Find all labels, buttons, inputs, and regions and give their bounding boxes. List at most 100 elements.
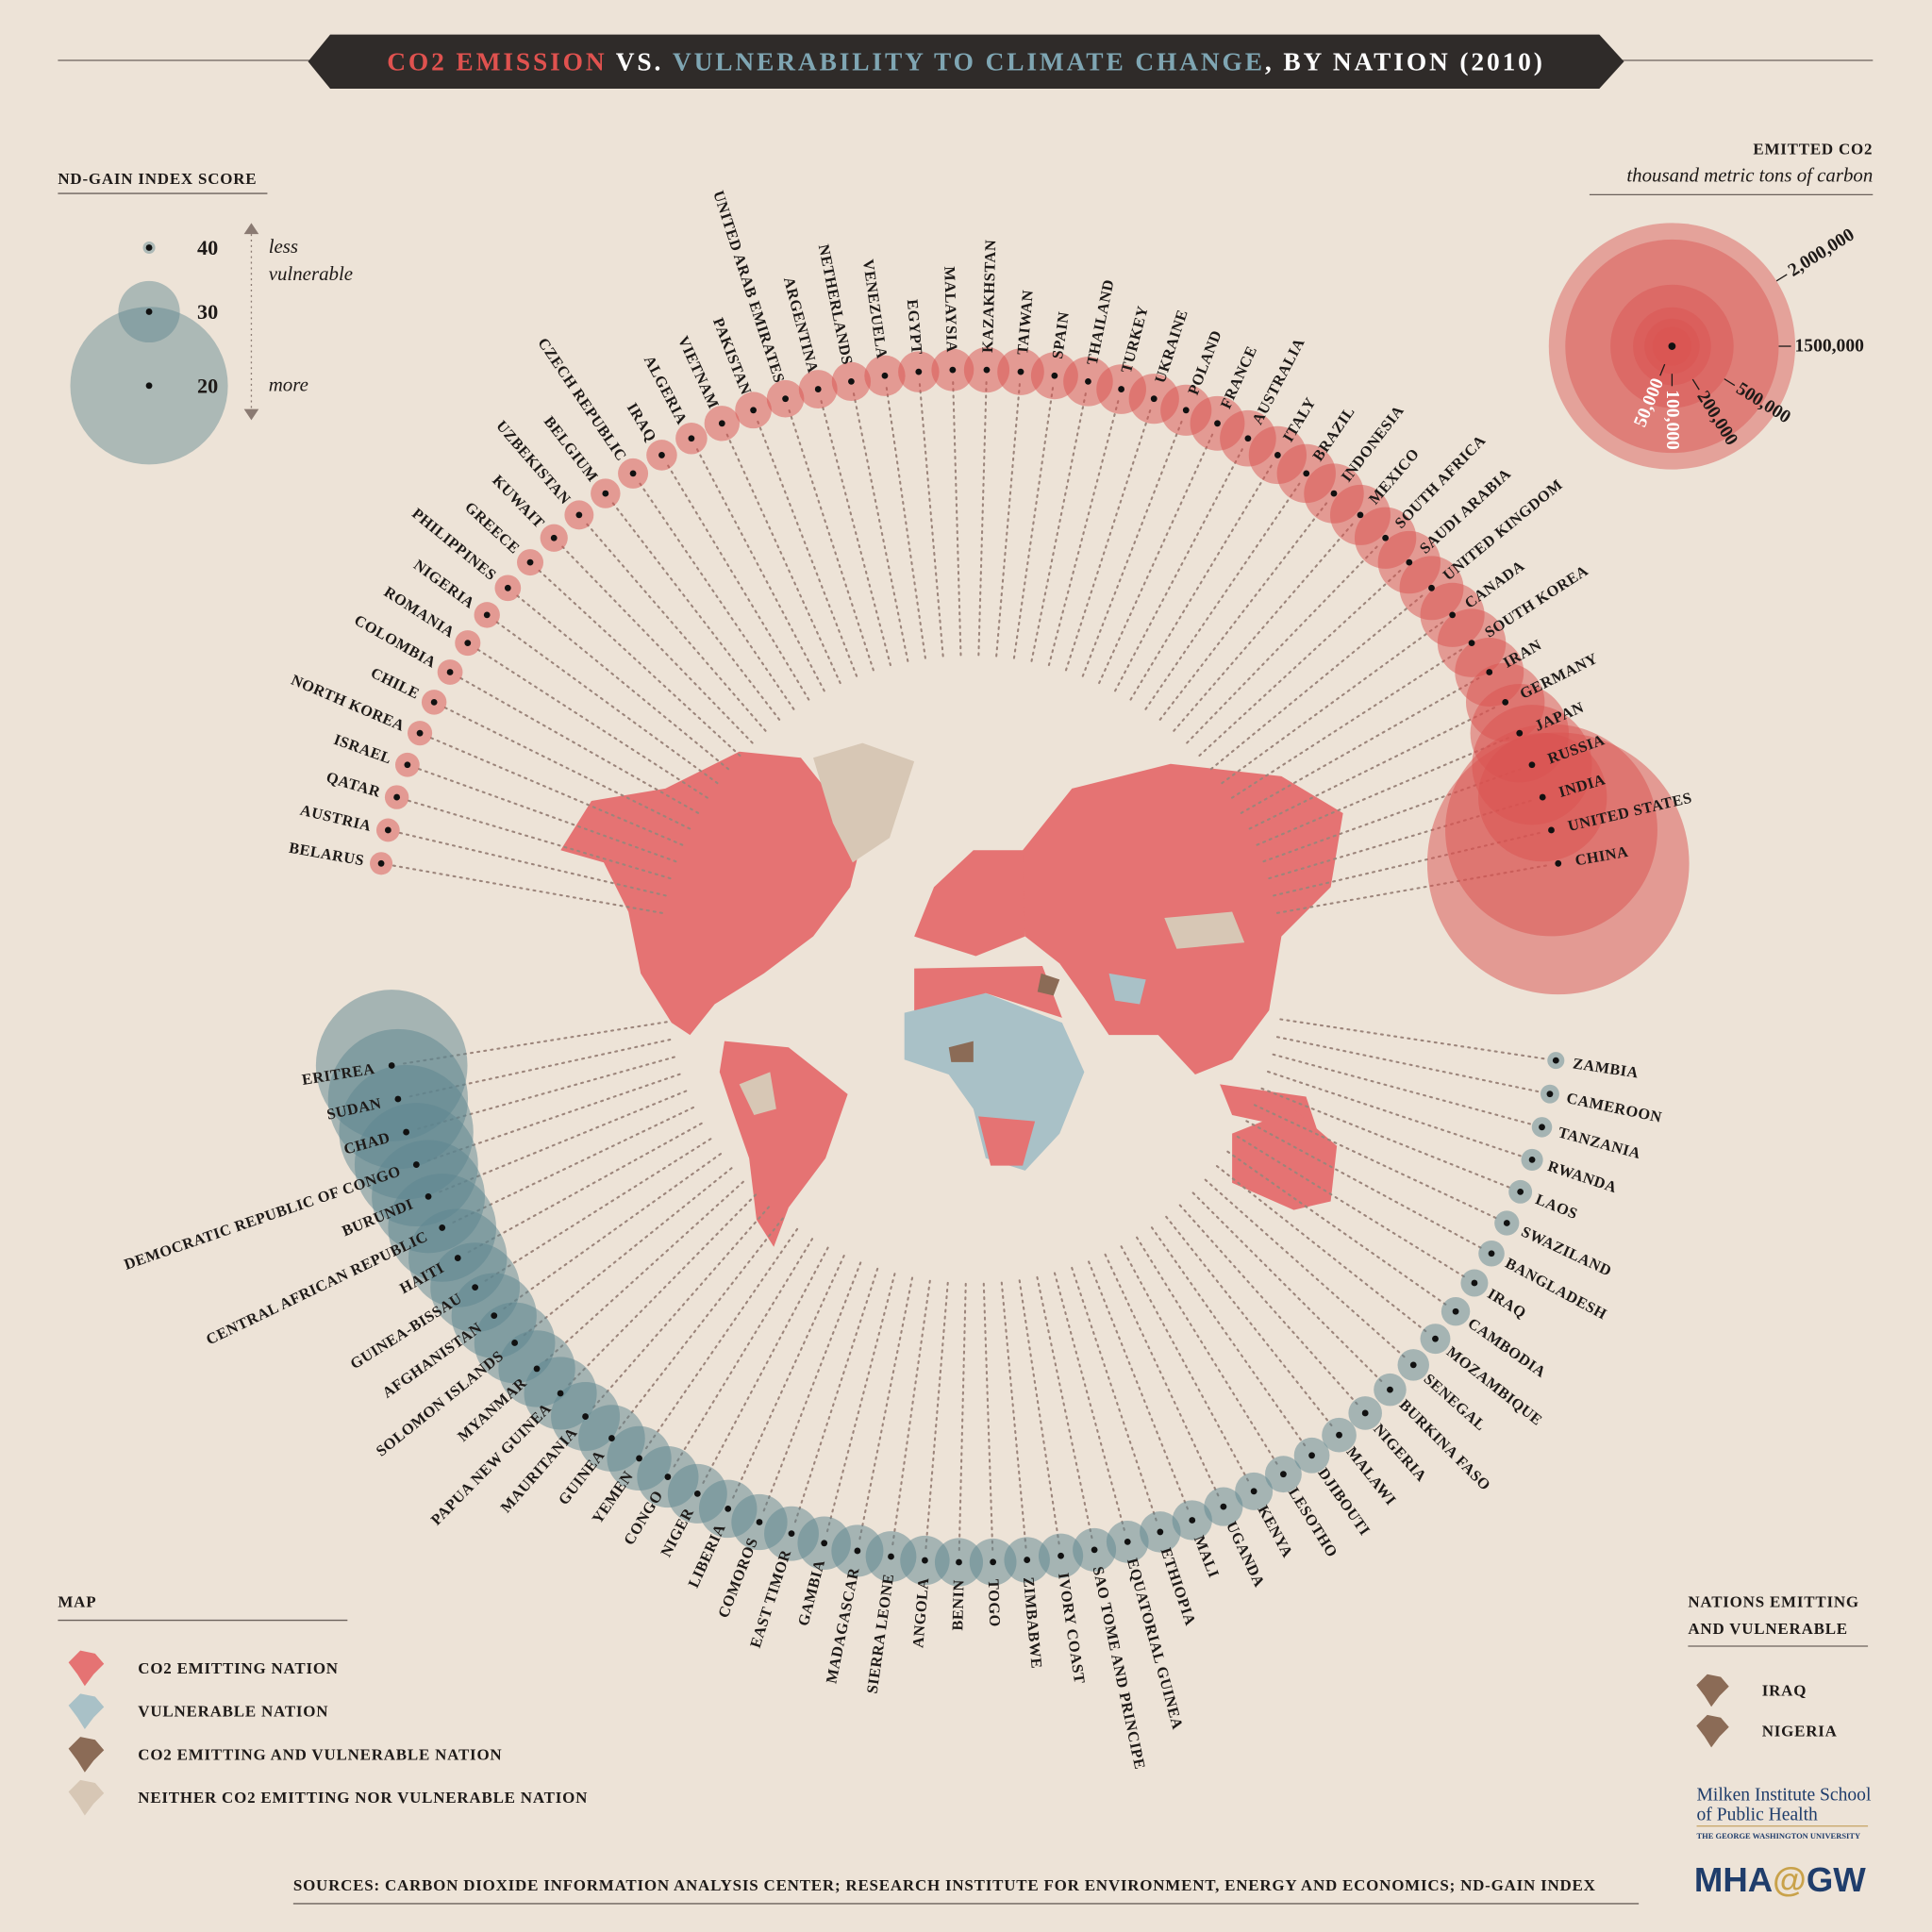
center-dot <box>821 1540 828 1547</box>
center-dot <box>756 1519 763 1525</box>
center-dot <box>602 490 609 497</box>
legend-note: vulnerable <box>269 262 353 285</box>
legend-label: CO2 EMITTING AND VULNERABLE NATION <box>138 1745 502 1763</box>
leader-line <box>858 1274 914 1541</box>
land <box>1232 1108 1338 1210</box>
legends: ND-GAIN INDEX SCORE 40 30 20 less vulnerable m… <box>58 141 1874 1905</box>
center-dot <box>1548 826 1555 834</box>
center-dot <box>750 407 757 414</box>
legend-icon <box>68 1779 105 1816</box>
center-dot <box>430 698 438 706</box>
center-dot <box>1516 729 1524 737</box>
center-dot <box>629 470 637 477</box>
leader-line <box>1207 594 1424 774</box>
center-dot <box>983 366 991 374</box>
leader-line <box>891 1277 932 1546</box>
key-label: 100,000 <box>1662 390 1682 450</box>
center-dot <box>1428 584 1435 591</box>
legend-title: AND VULNERABLE <box>1688 1620 1848 1638</box>
leader-line <box>794 1265 880 1524</box>
title-banner <box>308 34 1624 90</box>
key-tick <box>1775 274 1788 282</box>
leader-line <box>1268 831 1541 898</box>
legend-title: ND-GAIN INDEX SCORE <box>58 170 257 188</box>
leader-line <box>762 1259 863 1512</box>
leader-line <box>1018 1276 1060 1545</box>
legend-note: more <box>269 374 308 396</box>
center-dot <box>922 1557 928 1564</box>
center-dot <box>1486 669 1493 675</box>
key-tick <box>1691 378 1700 391</box>
leader-line <box>484 1136 714 1282</box>
title-part: CO2 EMISSION <box>387 47 607 75</box>
leader-line <box>1156 502 1328 724</box>
leader-line <box>1012 387 1055 664</box>
center-dot <box>1539 1124 1545 1131</box>
center-dot <box>724 1505 732 1512</box>
leader-line <box>1134 1234 1278 1465</box>
center-dot <box>1361 1409 1369 1417</box>
size-key-label: 30 <box>197 300 218 324</box>
legend-label: NIGERIA <box>1762 1723 1838 1740</box>
leader-line <box>1183 545 1378 747</box>
logo-part: @ <box>1773 1859 1807 1898</box>
center-dot <box>915 368 923 375</box>
center-dot <box>1124 1539 1131 1545</box>
country-label: KAZAKHSTAN <box>978 240 999 354</box>
leader-line <box>1234 1134 1465 1278</box>
center-dot <box>782 395 789 403</box>
leader-line <box>611 502 783 724</box>
leader-line <box>1269 1053 1531 1125</box>
leader-line <box>982 1280 994 1551</box>
leader-line <box>644 1225 800 1450</box>
leader-line <box>825 1270 897 1533</box>
legend-title: EMITTED CO2 <box>1753 141 1873 158</box>
center-dot <box>394 1095 402 1103</box>
land <box>739 1072 776 1116</box>
center-dot <box>557 1390 564 1397</box>
leader-line <box>1070 1264 1158 1522</box>
center-dot <box>1157 1528 1164 1536</box>
leader-line <box>1141 482 1301 714</box>
country-label: EGYPT <box>904 299 926 356</box>
land <box>948 1041 974 1062</box>
center-dot <box>949 366 957 374</box>
leader-line <box>725 433 843 689</box>
legend-icon <box>68 1650 105 1687</box>
leader-line <box>439 1089 690 1193</box>
dots <box>377 366 1562 1566</box>
logo-text: Milken Institute School <box>1697 1786 1872 1806</box>
center-dot <box>658 452 665 458</box>
leader-line <box>459 676 704 817</box>
country-label: TOGO <box>985 1579 1005 1627</box>
center-dot <box>1150 395 1158 403</box>
leader-line <box>1029 392 1087 667</box>
center-dot <box>416 729 424 737</box>
land <box>1108 973 1146 1005</box>
center-dot <box>526 558 534 566</box>
title-part: , BY NATION (2010) <box>1265 47 1545 75</box>
title-part: VULNERABILITY TO CLIMATE CHANGE <box>673 47 1265 75</box>
legend-title: MAP <box>58 1592 96 1610</box>
logo-text: THE GEORGE WASHINGTON UNIVERSITY <box>1697 1831 1861 1840</box>
land <box>560 751 863 1036</box>
center-dot <box>446 669 454 675</box>
leader-line <box>732 1252 846 1499</box>
center-dot <box>888 1553 894 1560</box>
leader-line <box>592 1204 772 1408</box>
center-dot <box>575 511 583 519</box>
leader-line <box>430 737 688 848</box>
leader-line <box>852 392 910 667</box>
leader-line <box>1258 1086 1510 1189</box>
leader-line <box>516 594 733 774</box>
center-dot <box>1336 1431 1342 1439</box>
key-tick <box>1724 378 1736 387</box>
center-dot <box>636 1455 642 1462</box>
leader-line <box>1202 1176 1406 1358</box>
leader-line <box>561 545 757 747</box>
legend-label: CO2 EMITTING NATION <box>138 1659 339 1677</box>
center-dot <box>1409 1361 1417 1369</box>
center-dot <box>412 1161 420 1168</box>
center-dot <box>1330 490 1338 497</box>
leader-line <box>1258 768 1522 864</box>
